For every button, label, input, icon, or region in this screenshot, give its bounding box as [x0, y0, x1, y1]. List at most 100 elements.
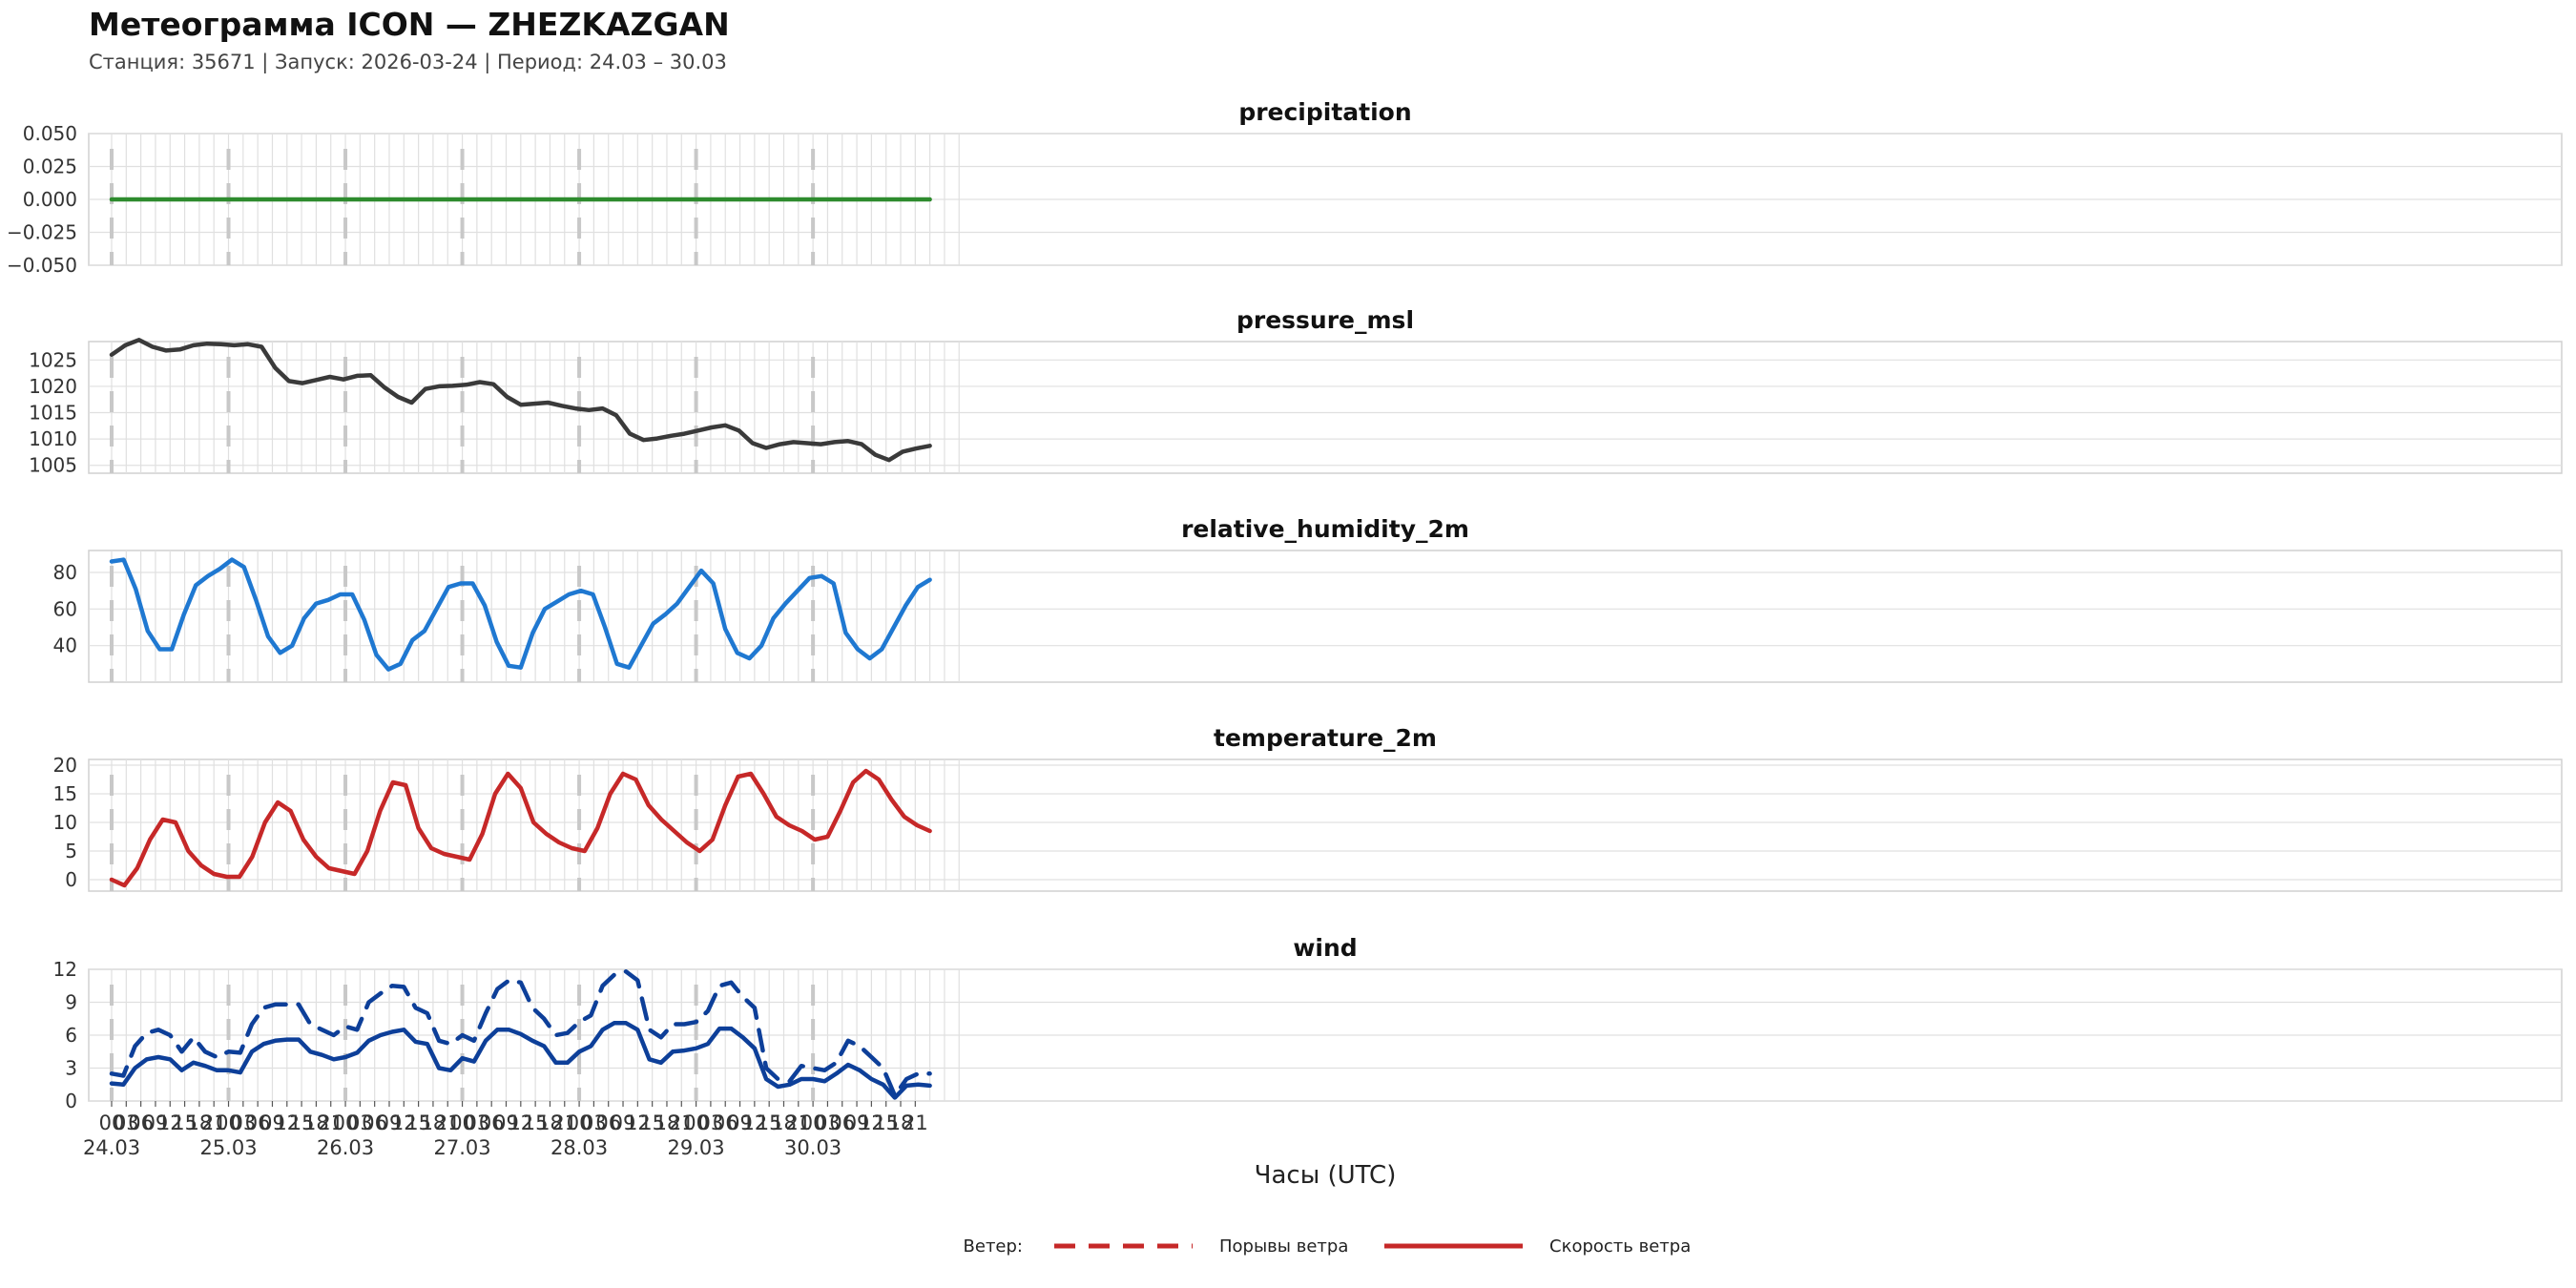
x-day-label: 30.03	[784, 1136, 841, 1159]
x-tick-label: 21	[318, 1111, 343, 1134]
x-tick-label: 03	[815, 1111, 841, 1134]
y-tick-label: 5	[65, 840, 77, 862]
x-tick-label: 00	[567, 1111, 592, 1134]
x-tick-label: 21	[551, 1111, 577, 1134]
x-day-label: 27.03	[433, 1136, 490, 1159]
series-порывы-ветра-gusts	[109, 969, 932, 1098]
x-tick-label: 15	[289, 1111, 315, 1134]
legend-gusts-label: Порывы ветра	[1219, 1236, 1348, 1257]
x-tick-label: 15	[639, 1111, 665, 1134]
panel-title: temperature_2m	[1214, 724, 1437, 752]
y-tick-label: 0.025	[23, 156, 77, 178]
x-tick-label: 18	[187, 1111, 213, 1134]
panel-temperature-2m: 0 5 10 15 20 temperature_2m	[53, 724, 2563, 892]
series-relative_humidity_2m	[109, 557, 932, 672]
chart-title: Метеограмма ICON — ZHEZKAZGAN	[89, 6, 730, 43]
panel-title: wind	[1293, 934, 1357, 962]
y-tick-label: 0	[65, 1090, 77, 1112]
y-tick-label: 3	[65, 1057, 77, 1080]
x-tick-label: 03	[347, 1111, 373, 1134]
x-tick-label: 09	[727, 1111, 753, 1134]
series-скорость-ветра	[109, 1021, 932, 1100]
x-tick-label: 06	[595, 1111, 621, 1134]
x-tick-label: 12	[274, 1111, 300, 1134]
x-tick-label: 15	[172, 1111, 197, 1134]
x-tick-label: 09	[611, 1111, 636, 1134]
x-tick-label: 18	[771, 1111, 797, 1134]
x-tick-label: 06	[245, 1111, 271, 1134]
y-tick-label: 10	[53, 811, 77, 834]
y-tick-label: 6	[65, 1024, 77, 1047]
x-tick-label: 09	[844, 1111, 870, 1134]
panel-title: relative_humidity_2m	[1181, 515, 1469, 543]
y-tick-label: −0.025	[7, 221, 77, 244]
x-axis-label: Часы (UTC)	[1255, 1161, 1397, 1190]
y-tick-label: 0.000	[23, 188, 77, 211]
x-tick-label: 15	[405, 1111, 431, 1134]
x-tick-label: 12	[859, 1111, 884, 1134]
panel-precipitation: −0.050 −0.025 0.000 0.025 0.050 precipitation	[7, 98, 2563, 277]
series-pressure_msl	[109, 338, 932, 463]
x-tick-label: 09	[260, 1111, 285, 1134]
x-tick-label: 18	[537, 1111, 563, 1134]
x-tick-label: 18	[421, 1111, 447, 1134]
x-tick-label: 21	[201, 1111, 227, 1134]
x-tick-label: 00	[216, 1111, 241, 1134]
panel-frame	[88, 550, 2563, 683]
panel-title: pressure_msl	[1236, 306, 1414, 334]
x-tick-label: 06	[362, 1111, 387, 1134]
x-tick-label: 15	[757, 1111, 782, 1134]
panel-title: precipitation	[1238, 98, 1411, 126]
x-tick-label: 12	[508, 1111, 533, 1134]
x-tick-label: 06	[128, 1111, 154, 1134]
x-day-label: 24.03	[83, 1136, 140, 1159]
y-tick-label: 1010	[29, 427, 77, 450]
x-tick-label: 15	[523, 1111, 549, 1134]
x-tick-label: 21	[903, 1111, 928, 1134]
x-tick-label: 18	[303, 1111, 329, 1134]
x-tick-label: 03	[465, 1111, 490, 1134]
x-tick-label: 12	[157, 1111, 183, 1134]
x-tick-label: 12	[391, 1111, 417, 1134]
x-tick-label: 00	[683, 1111, 709, 1134]
x-tick-label: 03	[581, 1111, 607, 1134]
y-tick-label: 20	[53, 754, 77, 777]
x-tick-label: 15	[873, 1111, 899, 1134]
x-tick-label: 00	[449, 1111, 475, 1134]
legend-label: Ветер:	[964, 1236, 1023, 1257]
x-tick-label: 00	[800, 1111, 826, 1134]
x-tick-label: 18	[888, 1111, 914, 1134]
x-tick-label: 00	[333, 1111, 359, 1134]
x-tick-label: 12	[741, 1111, 767, 1134]
y-tick-label: 60	[53, 597, 77, 620]
x-tick-label: 18	[654, 1111, 680, 1134]
x-tick-label: 00	[99, 1111, 125, 1134]
x-tick-label: 09	[143, 1111, 169, 1134]
x-tick-label: 09	[377, 1111, 403, 1134]
x-day-label: 28.03	[551, 1136, 608, 1159]
panel-wind: 0 3 6 9 12 wind	[53, 934, 2563, 1112]
x-day-label: 29.03	[668, 1136, 725, 1159]
x-tick-label: 21	[435, 1111, 461, 1134]
y-tick-label: 1025	[29, 348, 77, 371]
x-tick-label: 21	[669, 1111, 695, 1134]
legend-speed-label: Скорость ветра	[1549, 1236, 1691, 1257]
panel-frame	[88, 758, 2563, 892]
x-day-label: 26.03	[317, 1136, 374, 1159]
x-tick-label: 21	[785, 1111, 811, 1134]
x-tick-label: 03	[230, 1111, 256, 1134]
y-tick-label: 0	[65, 868, 77, 891]
y-tick-label: 40	[53, 634, 77, 657]
y-tick-label: 1005	[29, 454, 77, 477]
x-tick-label: 09	[493, 1111, 519, 1134]
x-tick-label: 06	[713, 1111, 738, 1134]
panel-frame	[88, 341, 2563, 474]
x-tick-label: 03	[698, 1111, 724, 1134]
x-day-label: 25.03	[199, 1136, 257, 1159]
y-tick-label: 1015	[29, 402, 77, 425]
y-tick-label: 15	[53, 782, 77, 805]
chart-subtitle: Станция: 35671 | Запуск: 2026-03-24 | Пе…	[89, 51, 727, 73]
legend: Ветер: Порывы ветра Скорость ветра	[964, 1236, 1692, 1257]
